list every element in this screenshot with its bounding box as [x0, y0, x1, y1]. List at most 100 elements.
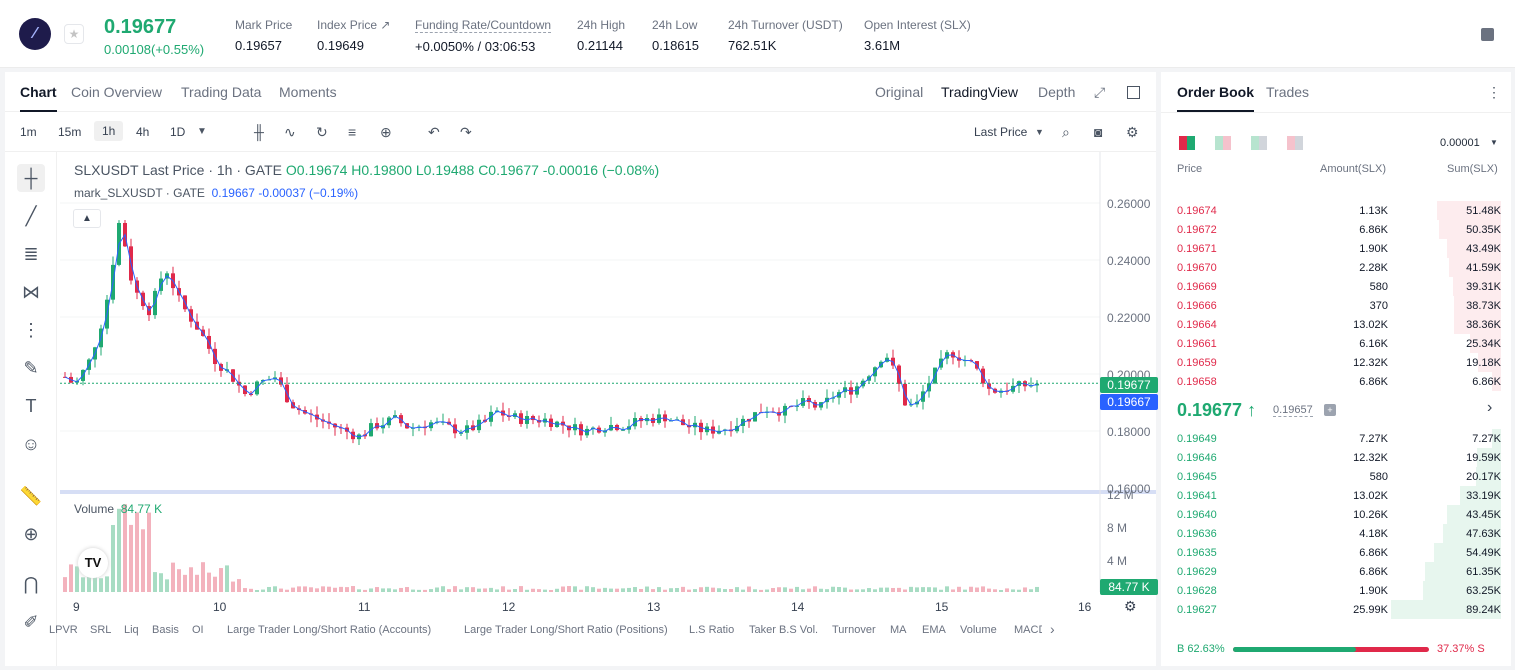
- ask-row[interactable]: 0.19664 13.02K 38.36K: [1177, 315, 1501, 334]
- bid-row[interactable]: 0.19641 13.02K 33.19K: [1177, 486, 1501, 505]
- tab-order-book[interactable]: Order Book: [1177, 84, 1255, 112]
- info-icon[interactable]: +: [1324, 404, 1336, 416]
- ask-row[interactable]: 0.19671 1.90K 43.49K: [1177, 239, 1501, 258]
- ask-row[interactable]: 0.19659 12.32K 19.18K: [1177, 353, 1501, 372]
- ask-row[interactable]: 0.19674 1.13K 51.48K: [1177, 201, 1501, 220]
- redo-icon[interactable]: ↷: [460, 124, 472, 140]
- bid-row[interactable]: 0.19629 6.86K 61.35K: [1177, 562, 1501, 581]
- indicator-oi[interactable]: OI: [192, 624, 204, 636]
- bid-row[interactable]: 0.19627 25.99K 89.24K: [1177, 600, 1501, 619]
- indicator-liq[interactable]: Liq: [124, 624, 139, 636]
- fib-icon[interactable]: ≣: [23, 244, 39, 264]
- chart-area[interactable]: SLXUSDT Last Price · 1h · GATE O0.19674 …: [60, 152, 1158, 666]
- indicator-ls-accounts[interactable]: Large Trader Long/Short Ratio (Accounts): [227, 624, 432, 636]
- chevron-down-icon[interactable]: ▼: [197, 126, 207, 137]
- precision-select[interactable]: 0.00001: [1440, 137, 1480, 149]
- expand-icon[interactable]: ⤢: [1094, 84, 1106, 100]
- camera-icon[interactable]: ◙: [1094, 124, 1103, 140]
- timeframe-1h[interactable]: 1h: [94, 121, 124, 141]
- zoom-in-icon[interactable]: ⊕: [23, 524, 39, 544]
- candle-type-icon[interactable]: ╫: [254, 124, 264, 140]
- layout-both-icon[interactable]: [1179, 136, 1195, 150]
- gear-icon[interactable]: ⚙: [1126, 124, 1139, 140]
- chevron-down-icon[interactable]: ▼: [1035, 127, 1044, 137]
- timeframe-4h[interactable]: 4h: [136, 125, 150, 139]
- tradingview-logo[interactable]: TV: [78, 548, 108, 578]
- price-type-select[interactable]: Last Price: [974, 125, 1028, 139]
- bid-row[interactable]: 0.19649 7.27K 7.27K: [1177, 429, 1501, 448]
- tab-trading-data[interactable]: Trading Data: [181, 84, 262, 100]
- chevron-right-icon[interactable]: ›: [1050, 621, 1055, 637]
- indicator-turnover[interactable]: Turnover: [832, 624, 876, 636]
- layout-toggle-icon[interactable]: [1215, 136, 1231, 150]
- depth-bar: [1492, 429, 1501, 448]
- view-depth[interactable]: Depth: [1038, 84, 1076, 100]
- add-indicator-icon[interactable]: ⊕: [380, 124, 392, 140]
- templates-icon[interactable]: ≡: [348, 124, 357, 140]
- tab-chart[interactable]: Chart: [20, 84, 57, 112]
- timeframe-1d[interactable]: 1D: [170, 125, 186, 139]
- chevron-down-icon[interactable]: ▼: [1490, 138, 1498, 147]
- bid-row[interactable]: 0.19628 1.90K 63.25K: [1177, 581, 1501, 600]
- undo-icon[interactable]: ↶: [428, 124, 440, 140]
- tab-trades[interactable]: Trades: [1266, 84, 1310, 100]
- emoji-icon[interactable]: ☺: [21, 434, 41, 454]
- search-icon[interactable]: ⌕: [1062, 124, 1070, 140]
- bid-row[interactable]: 0.19645 580 20.17K: [1177, 467, 1501, 486]
- indicator-ls-positions[interactable]: Large Trader Long/Short Ratio (Positions…: [464, 624, 668, 636]
- more-icon[interactable]: ⋮: [1487, 84, 1501, 100]
- pencil-icon[interactable]: ✐: [23, 612, 39, 632]
- projection-icon[interactable]: ⋮: [22, 320, 40, 340]
- trend-line-icon[interactable]: ╱: [25, 206, 37, 226]
- crosshair-icon[interactable]: ┼: [17, 164, 45, 192]
- ask-row[interactable]: 0.19658 6.86K 6.86K: [1177, 372, 1501, 391]
- stat-index-price[interactable]: Index Price ↗ 0.19649: [317, 18, 391, 53]
- collapse-legend-button[interactable]: ▲: [73, 209, 101, 228]
- pattern-icon[interactable]: ⋈: [22, 282, 40, 302]
- chevron-right-icon[interactable]: ›: [1487, 399, 1493, 416]
- bid-row[interactable]: 0.19636 4.18K 47.63K: [1177, 524, 1501, 543]
- replay-icon[interactable]: ↻: [316, 124, 328, 140]
- tab-moments[interactable]: Moments: [279, 84, 337, 100]
- timeframe-15m[interactable]: 15m: [58, 125, 82, 139]
- indicator-srl[interactable]: SRL: [90, 624, 112, 636]
- mid-price[interactable]: 0.19677 ↑: [1177, 400, 1257, 420]
- ruler-icon[interactable]: 📏: [19, 486, 43, 506]
- favorite-star-icon[interactable]: ★: [64, 24, 84, 44]
- ask-row[interactable]: 0.19666 370 38.73K: [1177, 296, 1501, 315]
- ask-row[interactable]: 0.19672 6.86K 50.35K: [1177, 220, 1501, 239]
- vol-tick: 12 M: [1107, 488, 1134, 502]
- pane-separator[interactable]: [60, 490, 1156, 494]
- ask-row[interactable]: 0.19661 6.16K 25.34K: [1177, 334, 1501, 353]
- brush-icon[interactable]: ✎: [23, 358, 39, 378]
- ask-row[interactable]: 0.19670 2.28K 41.59K: [1177, 258, 1501, 277]
- view-tradingview[interactable]: TradingView: [941, 84, 1019, 100]
- document-icon[interactable]: [1481, 28, 1494, 41]
- row-price: 0.19629: [1177, 566, 1217, 578]
- layout-bids-icon[interactable]: [1251, 136, 1267, 150]
- view-original[interactable]: Original: [875, 84, 924, 100]
- time-settings-icon[interactable]: ⚙: [1124, 598, 1137, 614]
- indicators-icon[interactable]: ∿: [284, 124, 296, 140]
- text-icon[interactable]: T: [25, 396, 37, 416]
- indicator-taker-vol[interactable]: Taker B.S Vol.: [749, 624, 819, 636]
- bid-row[interactable]: 0.19640 10.26K 43.45K: [1177, 505, 1501, 524]
- ask-row[interactable]: 0.19669 580 39.31K: [1177, 277, 1501, 296]
- window-icon[interactable]: [1127, 86, 1140, 99]
- bid-row[interactable]: 0.19646 12.32K 19.59K: [1177, 448, 1501, 467]
- layout-asks-icon[interactable]: [1287, 136, 1303, 150]
- bid-row[interactable]: 0.19635 6.86K 54.49K: [1177, 543, 1501, 562]
- indicator-ema[interactable]: EMA: [922, 624, 946, 636]
- indicator-macd[interactable]: MACD: [1014, 624, 1042, 636]
- candlestick-chart[interactable]: [60, 152, 1156, 666]
- indicator-lpvr[interactable]: LPVR: [49, 624, 78, 636]
- indicator-basis[interactable]: Basis: [152, 624, 179, 636]
- last-price-tag: 0.19677: [1100, 377, 1158, 393]
- stat-funding-rate[interactable]: Funding Rate/Countdown +0.0050% / 03:06:5…: [415, 18, 552, 54]
- timeframe-1m[interactable]: 1m: [20, 125, 37, 139]
- indicator-volume[interactable]: Volume: [960, 624, 997, 636]
- indicator-ls-ratio[interactable]: L.S Ratio: [689, 624, 735, 636]
- magnet-icon[interactable]: ⋂: [23, 574, 39, 594]
- indicator-ma[interactable]: MA: [890, 624, 907, 636]
- tab-coin-overview[interactable]: Coin Overview: [71, 84, 163, 100]
